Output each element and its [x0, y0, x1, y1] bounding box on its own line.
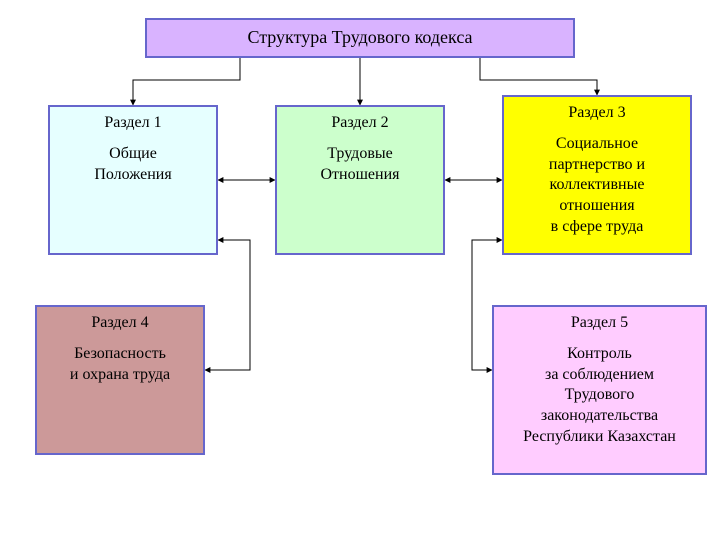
box-3-heading: Раздел 3: [568, 103, 625, 124]
title-box: Структура Трудового кодекса: [145, 18, 575, 58]
box-5-body: Контрольза соблюдениемТрудовогозаконодат…: [523, 344, 676, 448]
box-4-body: Безопасностьи охрана труда: [70, 344, 170, 386]
box-2-body: ТрудовыеОтношения: [320, 144, 399, 186]
box-2-heading: Раздел 2: [331, 113, 388, 134]
box-section-2: Раздел 2 ТрудовыеОтношения: [275, 105, 445, 255]
title-text: Структура Трудового кодекса: [247, 26, 472, 49]
box-3-body: Социальноепартнерство иколлективныеотнош…: [549, 134, 645, 238]
box-section-5: Раздел 5 Контрольза соблюдениемТрудового…: [492, 305, 707, 475]
box-1-heading: Раздел 1: [104, 113, 161, 134]
box-section-4: Раздел 4 Безопасностьи охрана труда: [35, 305, 205, 455]
box-section-1: Раздел 1 ОбщиеПоложения: [48, 105, 218, 255]
box-4-heading: Раздел 4: [91, 313, 148, 334]
box-section-3: Раздел 3 Социальноепартнерство иколлекти…: [502, 95, 692, 255]
box-1-body: ОбщиеПоложения: [94, 144, 171, 186]
box-5-heading: Раздел 5: [571, 313, 628, 334]
